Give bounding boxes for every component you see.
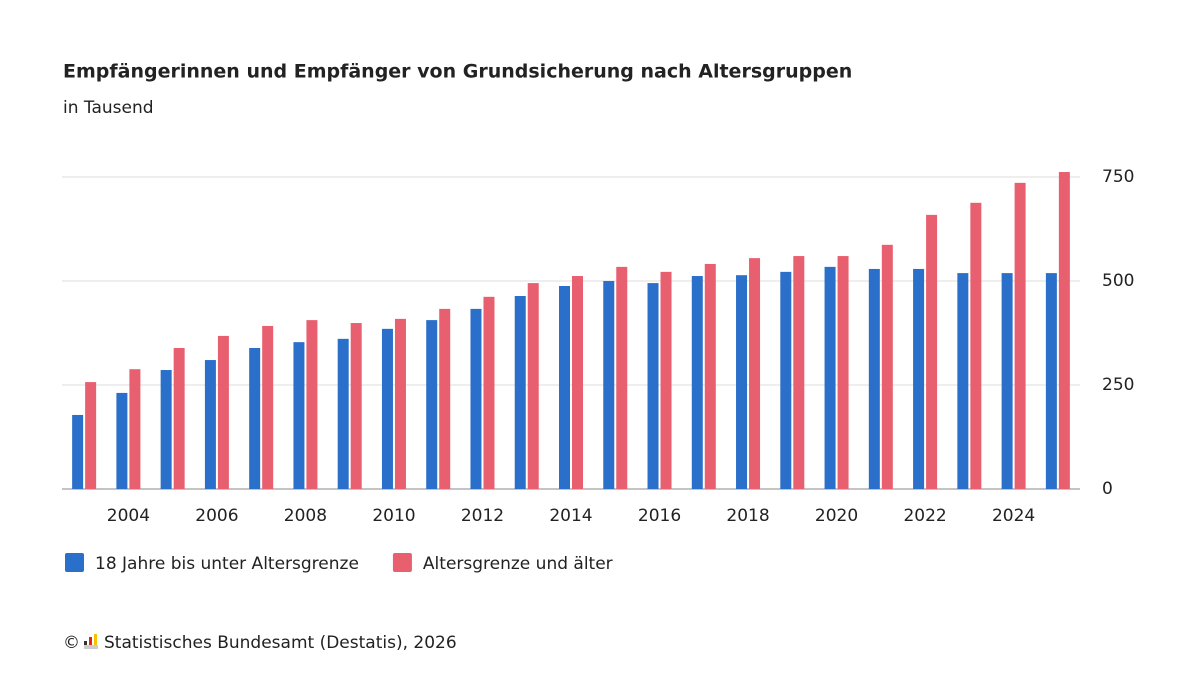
x-tick-label: 2020 — [815, 506, 858, 526]
bar — [868, 268, 880, 489]
bar — [306, 320, 318, 489]
source: Statistisches Bundesamt (Destatis), 2026 — [104, 633, 457, 653]
x-tick-label: 2012 — [461, 506, 504, 526]
bar — [647, 283, 659, 489]
bar — [350, 323, 362, 489]
bar — [1058, 172, 1070, 490]
x-tick-label: 2014 — [549, 506, 592, 526]
bar — [1045, 273, 1057, 489]
bar — [1001, 273, 1013, 489]
bar — [704, 263, 716, 489]
bar — [913, 268, 925, 489]
legend-swatch — [392, 553, 412, 572]
y-tick-label: 500 — [1102, 271, 1134, 291]
bar — [793, 256, 805, 489]
x-tick-label: 2024 — [992, 506, 1035, 526]
bar — [72, 414, 84, 489]
bar — [426, 320, 438, 489]
bar — [129, 369, 141, 489]
bar — [527, 283, 539, 489]
bar — [1014, 182, 1026, 489]
bar — [660, 271, 672, 489]
bar — [837, 256, 849, 489]
legend-swatch — [65, 553, 84, 572]
bar — [160, 370, 172, 489]
bar — [173, 347, 185, 489]
y-tick-label: 250 — [1102, 375, 1134, 395]
bar — [337, 338, 349, 489]
bar — [824, 266, 836, 489]
bar — [616, 266, 628, 489]
bar — [691, 276, 703, 489]
x-tick-label: 2008 — [284, 506, 327, 526]
chart-subtitle: in Tausend — [63, 98, 154, 118]
y-tick-label: 0 — [1102, 479, 1113, 499]
bar — [572, 276, 583, 489]
bar — [204, 360, 216, 489]
bar — [559, 286, 570, 489]
bar — [926, 214, 938, 490]
y-tick-label: 750 — [1102, 167, 1134, 187]
x-tick-label: 2018 — [726, 506, 769, 526]
x-tick-label: 2016 — [638, 506, 681, 526]
x-tick-label: 2006 — [195, 506, 238, 526]
bar — [881, 244, 893, 489]
bar — [514, 295, 526, 489]
x-tick-label: 2022 — [903, 506, 946, 526]
bar — [780, 271, 792, 489]
bar — [483, 296, 495, 489]
bar — [439, 308, 451, 489]
x-tick-label: 2004 — [107, 506, 150, 526]
bar — [85, 382, 97, 489]
chart-title: Empfängerinnen und Empfänger von Grundsi… — [63, 61, 852, 83]
bar — [394, 318, 406, 489]
bar — [736, 275, 748, 489]
bar — [603, 281, 615, 489]
bar — [970, 202, 982, 489]
bar — [116, 392, 128, 489]
legend-label: Altersgrenze und älter — [423, 554, 613, 574]
x-tick-label: 2010 — [372, 506, 415, 526]
bar — [262, 325, 274, 489]
bar — [470, 308, 482, 489]
bar — [293, 342, 305, 489]
bar — [217, 335, 229, 489]
bar — [249, 347, 261, 489]
bar — [957, 273, 969, 489]
legend-label: 18 Jahre bis unter Altersgrenze — [95, 554, 359, 574]
bar — [381, 328, 393, 489]
logo — [84, 634, 98, 649]
copyright: © — [63, 633, 80, 653]
bar — [749, 258, 761, 489]
